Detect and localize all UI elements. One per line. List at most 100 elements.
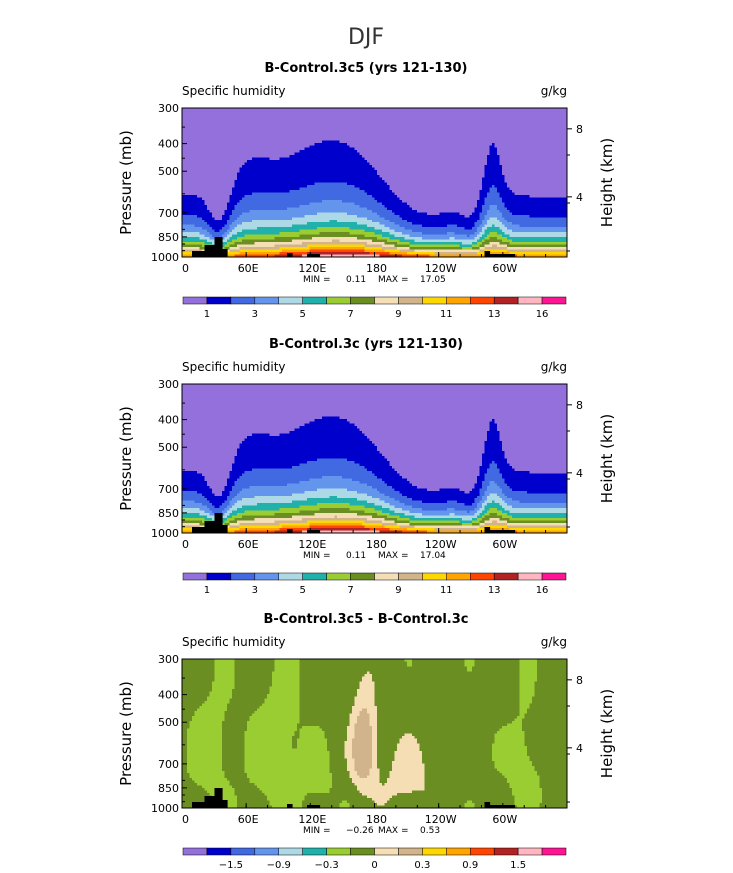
contour-cell — [467, 127, 471, 131]
contour-cell — [214, 152, 218, 156]
contour-cell — [314, 150, 318, 154]
contour-cell — [519, 130, 523, 134]
contour-cell — [402, 137, 406, 141]
contour-cell — [354, 117, 358, 122]
contour-cell — [244, 140, 248, 144]
contour-cell — [222, 137, 226, 141]
contour-cell — [297, 130, 301, 134]
contour-cell — [192, 155, 196, 159]
contour-cell — [539, 117, 543, 122]
contour-cell — [532, 152, 536, 156]
contour-cell — [504, 130, 508, 134]
contour-cell — [314, 117, 318, 122]
contour-cell — [312, 140, 316, 144]
contour-cell — [537, 142, 541, 146]
contour-cell — [442, 142, 446, 146]
contour-cell — [309, 135, 313, 139]
contour-cell — [422, 120, 426, 124]
contour-cell — [442, 127, 446, 131]
contour-cell — [549, 130, 553, 134]
contour-cell — [422, 132, 426, 136]
contour-cell — [557, 140, 561, 144]
contour-cell — [342, 137, 346, 141]
contour-cell — [357, 125, 361, 129]
contour-cell — [389, 125, 393, 129]
contour-cell — [344, 127, 348, 131]
contour-cell — [317, 120, 321, 124]
contour-cell — [352, 120, 356, 124]
contour-cell — [279, 112, 283, 117]
contour-cell — [277, 142, 281, 146]
contour-cell — [449, 147, 453, 151]
contour-cell — [507, 142, 511, 146]
contour-cell — [274, 152, 278, 156]
contour-cell — [419, 135, 423, 139]
contour-cell — [332, 137, 336, 141]
contour-cell — [267, 108, 271, 112]
contour-cell — [184, 145, 188, 149]
contour-cell — [307, 145, 311, 149]
contour-cell — [447, 112, 451, 117]
contour-cell — [537, 117, 541, 122]
contour-cell — [454, 125, 458, 129]
contour-cell — [517, 145, 521, 149]
contour-cell — [479, 110, 483, 114]
contour-cell — [222, 127, 226, 131]
contour-cell — [222, 115, 226, 119]
contour-cell — [214, 130, 218, 134]
contour-cell — [507, 152, 511, 156]
contour-cell — [512, 120, 516, 124]
contour-cell — [559, 125, 563, 129]
contour-cell — [492, 122, 496, 126]
contour-cell — [324, 115, 328, 119]
contour-cell — [297, 127, 301, 131]
contour-cell — [427, 125, 431, 129]
contour-cell — [332, 117, 336, 122]
contour-cell — [374, 147, 378, 151]
contour-cell — [264, 108, 268, 112]
contour-cell — [482, 122, 486, 126]
contour-cell — [232, 117, 236, 122]
contour-cell — [472, 120, 476, 124]
contour-cell — [539, 150, 543, 154]
contour-cell — [389, 142, 393, 146]
contour-cell — [462, 122, 466, 126]
contour-cell — [372, 150, 376, 154]
contour-cell — [189, 145, 193, 149]
contour-cell — [429, 115, 433, 119]
contour-cell — [222, 147, 226, 151]
contour-cell — [379, 112, 383, 117]
contour-cell — [394, 147, 398, 151]
contour-cell — [527, 137, 531, 141]
contour-cell — [194, 132, 198, 136]
contour-cell — [312, 127, 316, 131]
contour-cell — [407, 108, 411, 112]
contour-cell — [329, 127, 333, 131]
contour-cell — [327, 152, 331, 156]
contour-cell — [394, 115, 398, 119]
contour-cell — [199, 142, 203, 146]
contour-cell — [187, 110, 191, 114]
contour-cell — [254, 137, 258, 141]
contour-cell — [347, 130, 351, 134]
contour-cell — [467, 135, 471, 139]
contour-cell — [482, 112, 486, 117]
contour-cell — [219, 150, 223, 154]
contour-cell — [372, 117, 376, 122]
contour-cell — [549, 108, 553, 112]
contour-cell — [374, 132, 378, 136]
contour-cell — [552, 142, 556, 146]
contour-cell — [337, 147, 341, 151]
contour-cell — [479, 135, 483, 139]
contour-cell — [474, 147, 478, 151]
contour-cell — [469, 132, 473, 136]
contour-cell — [237, 117, 241, 122]
contour-cell — [249, 145, 253, 149]
contour-cell — [544, 150, 548, 154]
contour-cell — [412, 127, 416, 131]
contour-cell — [544, 147, 548, 151]
contour-cell — [524, 115, 528, 119]
contour-cell — [379, 132, 383, 136]
contour-cell — [214, 135, 218, 139]
